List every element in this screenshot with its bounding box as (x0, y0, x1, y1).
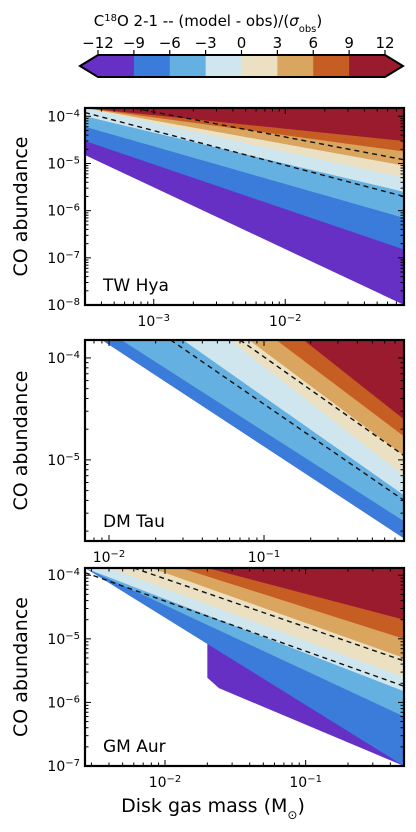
y-tick-label: 10−8 (47, 297, 80, 315)
panel-label: TW Hya (102, 276, 169, 296)
axes-frame (83, 106, 406, 307)
colorbar-extend-high (385, 55, 403, 77)
x-axis-label: Disk gas mass (M⊙) (121, 795, 305, 822)
contour-fills (85, 568, 404, 766)
contour-band (303, 340, 404, 420)
axes-frame (83, 566, 406, 768)
panel-label: GM Aur (103, 737, 166, 757)
colorbar-tick-label: 9 (344, 34, 354, 52)
panel-tw-hya: 10−3 10−2 10−8 10−7 10−6 10−5 10−4 CO abundance… (10, 106, 406, 331)
y-tick-label: 10−4 (47, 349, 80, 367)
x-tick-label: 10−1 (248, 549, 281, 567)
dashed-contour (133, 108, 404, 161)
colorbar-tick-label: −9 (123, 34, 145, 52)
y-tick-label: 10−4 (47, 108, 80, 126)
y-axis-label: CO abundance (10, 597, 32, 737)
x-tick-label: 10−2 (93, 549, 126, 567)
colorbar-tick-label: 12 (375, 34, 394, 52)
contour-fills (85, 108, 404, 305)
outside-grid-mask (85, 568, 306, 766)
x-tick-label: 10−2 (269, 313, 302, 331)
colorbar-segment (349, 55, 386, 77)
contour-band (85, 108, 404, 141)
dashed-contour (239, 340, 404, 457)
y-tick-label: 10−5 (47, 630, 80, 648)
dashed-contour (170, 340, 404, 502)
x-tick-label: 10−1 (289, 774, 322, 792)
y-tick-label: 10−5 (47, 451, 80, 469)
colorbar-ticks: −12 −9 −6 −3 0 3 6 9 12 (82, 34, 395, 55)
colorbar: C18O 2-1 -- (model - obs)/(σobs) −12 −9 −6… (78, 12, 405, 78)
outside-grid-mask (85, 155, 404, 305)
x-tick-label: 10−2 (149, 774, 182, 792)
colorbar-tick-label: −3 (195, 34, 217, 52)
panel-label: DM Tau (103, 512, 165, 532)
y-tick-label: 10−7 (47, 758, 80, 776)
y-tick-label: 10−5 (47, 155, 80, 173)
contour-band (207, 568, 404, 620)
panel-gm-aur: 10−2 10−1 10−7 10−6 10−5 10−4 CO abundance GM A… (10, 566, 406, 792)
outside-grid-mask (85, 340, 404, 541)
colorbar-segment (98, 55, 135, 77)
x-tick-label: 10−3 (137, 313, 170, 331)
dashed-contour (85, 571, 404, 687)
contour-fills (85, 340, 404, 541)
dashed-contour (133, 568, 404, 662)
colorbar-segment (169, 55, 207, 77)
y-tick-label: 10−6 (47, 202, 80, 220)
colorbar-tick-label: 6 (308, 34, 318, 52)
colorbar-tick-label: −12 (82, 34, 114, 52)
y-axis-label: CO abundance (10, 371, 32, 511)
colorbar-segment (277, 55, 314, 77)
panel-dm-tau: 10−2 10−1 10−5 10−4 CO abundance DM Tau (10, 338, 406, 567)
y-axis-label: CO abundance (10, 137, 32, 277)
colorbar-segment (205, 55, 242, 77)
dashed-contour (85, 111, 404, 198)
colorbar-body (78, 54, 405, 78)
y-tick-label: 10−6 (47, 694, 80, 712)
colorbar-tick-label: 0 (237, 34, 247, 52)
panels: 10−3 10−2 10−8 10−7 10−6 10−5 10−4 CO abundance… (10, 106, 406, 792)
colorbar-title: C18O 2-1 -- (model - obs)/(σobs) (94, 12, 323, 35)
colorbar-segment (241, 55, 278, 77)
colorbar-outline (78, 54, 405, 78)
axes-frame (83, 338, 406, 543)
colorbar-extend-low (80, 55, 98, 77)
y-tick-label: 10−7 (47, 249, 80, 267)
y-tick-label: 10−4 (47, 567, 80, 585)
colorbar-tick-label: −6 (159, 34, 181, 52)
colorbar-tick-label: 3 (273, 34, 283, 52)
colorbar-segment (313, 55, 350, 77)
colorbar-segment (133, 55, 171, 77)
